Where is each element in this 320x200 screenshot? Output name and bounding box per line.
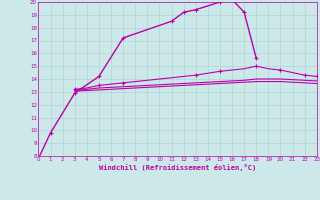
X-axis label: Windchill (Refroidissement éolien,°C): Windchill (Refroidissement éolien,°C) — [99, 164, 256, 171]
